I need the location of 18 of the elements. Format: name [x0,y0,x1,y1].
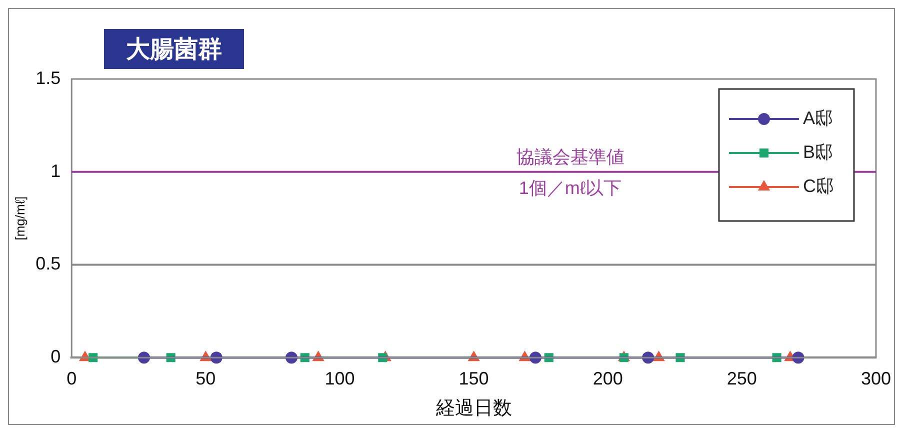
y-tick-label: 0.5 [36,254,61,274]
legend-label: A邸 [802,108,833,128]
x-tick-label: 250 [726,368,757,388]
legend-label: B邸 [802,142,833,162]
y-tick-label: 0 [50,346,61,367]
legend-label: C邸 [802,176,834,196]
x-tick-label: 150 [458,368,489,388]
x-tick-label: 300 [860,368,892,388]
y-tick-label: 1.5 [36,68,61,88]
x-tick-label: 50 [196,368,216,388]
x-tick-label: 200 [592,368,623,388]
y-tick-label: 1 [50,160,61,181]
x-tick-label: 0 [66,368,77,388]
ref-line-label: 協議会基準値 1個／mℓ以下 [516,146,624,198]
x-axis-title: 経過日数 [434,398,512,419]
y-axis-title: [mg/mℓ] [12,196,28,240]
x-tick-label: 100 [324,368,355,388]
chart-title: 大腸菌群 [104,29,244,69]
